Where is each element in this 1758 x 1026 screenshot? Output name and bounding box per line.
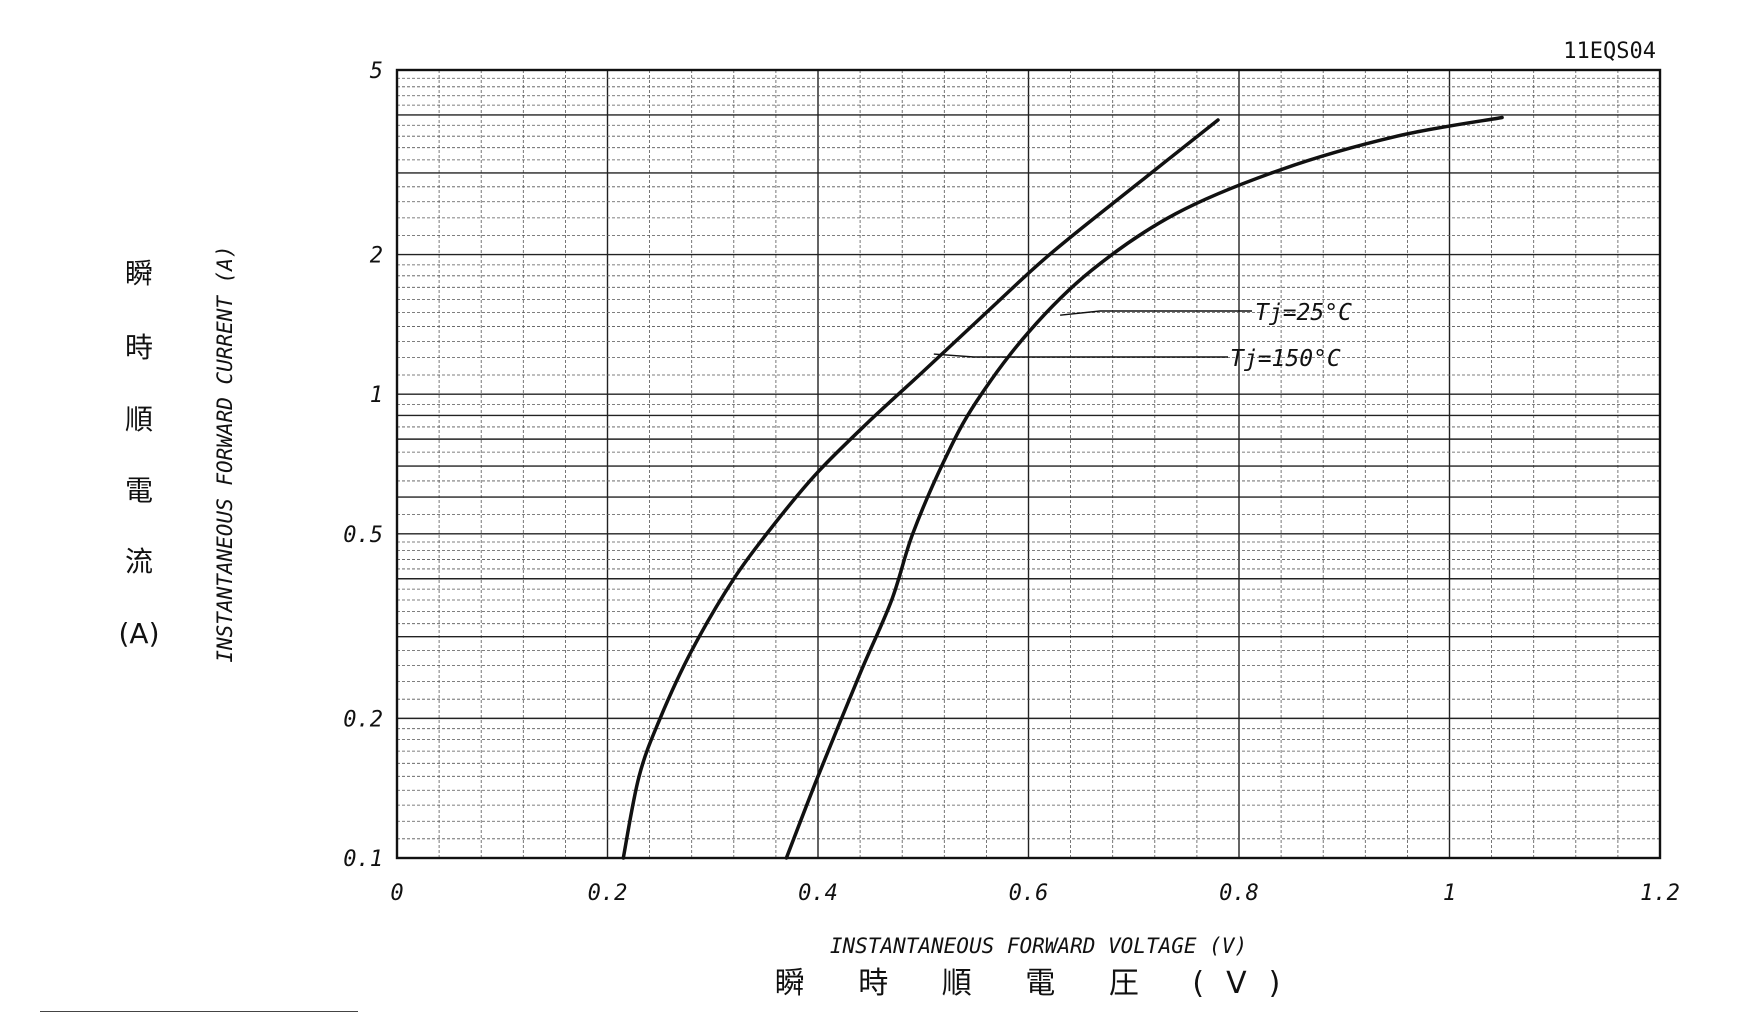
footnote-rule [40,1011,358,1012]
x-tick-label: 1 [1443,881,1456,906]
x-tick-label: 1.2 [1640,881,1680,906]
y-axis-title-jp-char: 瞬 [125,257,153,290]
series-line-tj-150-c [621,118,1220,860]
grid [396,69,1661,859]
y-tick-label: 1 [370,383,383,408]
x-tick-label: 0.6 [1009,881,1049,906]
y-axis-title-jp-char: 時 [125,331,153,364]
annotation-leader [933,353,1228,358]
y-tick-labels: 0.1 0.2 0.5 1 2 5 [343,59,383,872]
curves [621,115,1504,860]
y-tick-label: 5 [370,59,383,84]
annotations: Tj=25°C Tj=150°C [933,300,1352,372]
x-tick-label: 0 [390,881,403,906]
y-axis-title-jp-char: 電 [125,474,153,507]
y-tick-label: 0.1 [343,847,383,872]
plot-frame [395,68,1662,860]
y-axis-title-jp-char: 流 [125,545,153,578]
y-tick-label: 0.2 [343,707,383,732]
x-axis-title-jp: 瞬 時 順 電 圧 (V) [775,966,1303,1001]
model-label: 11EQS04 [1563,39,1656,64]
y-axis-title-jp-unit: (A) [118,617,159,650]
y-axis-title: INSTANTANEOUS FORWARD CURRENT (A) [213,245,237,662]
x-tick-labels: 0 0.2 0.4 0.6 0.8 1 1.2 [390,881,1680,906]
annotation-label: Tj=150°C [1230,346,1341,372]
x-axis-title: INSTANTANEOUS FORWARD VOLTAGE (V) [830,934,1247,958]
y-tick-label: 0.5 [343,523,383,548]
y-tick-label: 2 [370,244,383,269]
y-axis-title-jp: 瞬 時 順 電 流 (A) [118,257,159,650]
x-tick-label: 0.8 [1219,881,1259,906]
y-axis-title-jp-char: 順 [125,403,153,436]
x-tick-label: 0.2 [588,881,628,906]
series-line-tj-25-c [784,115,1504,860]
annotation-leader [1060,310,1252,316]
x-tick-label: 0.4 [798,881,838,906]
annotation-label: Tj=25°C [1255,300,1352,326]
